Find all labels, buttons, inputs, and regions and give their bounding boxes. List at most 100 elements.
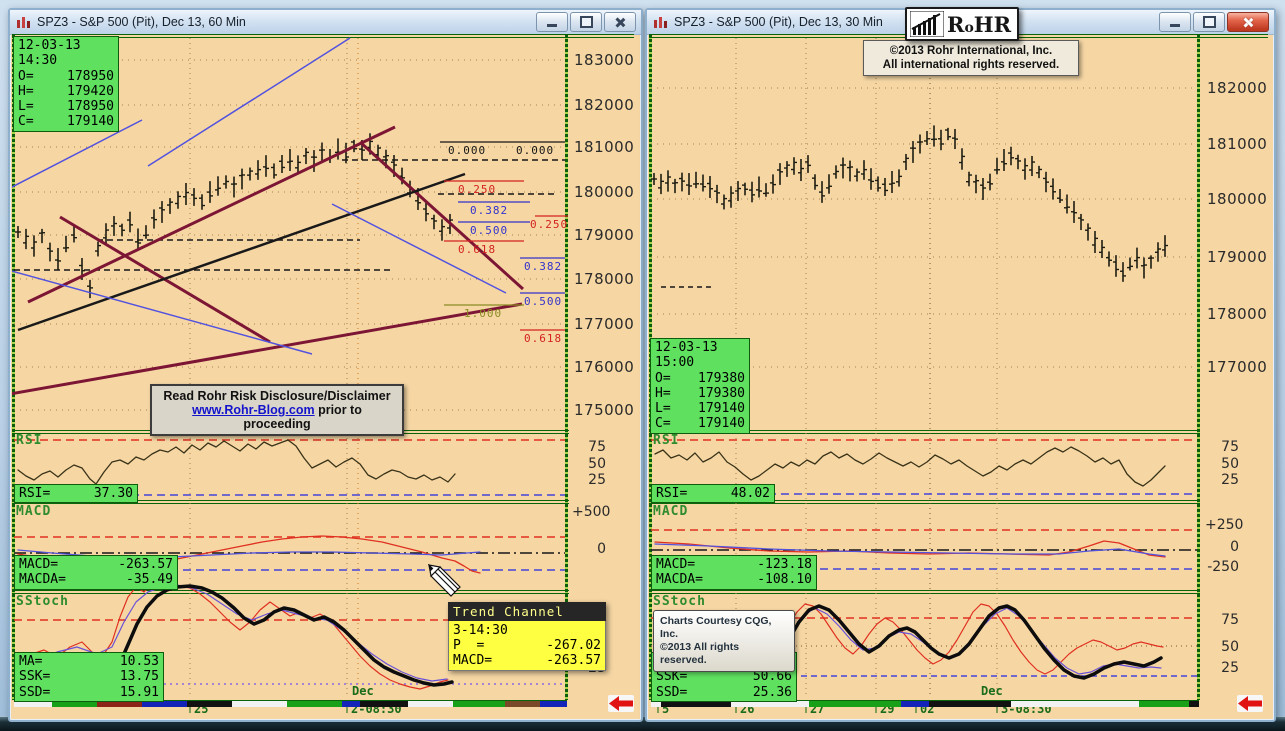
close-icon (614, 16, 626, 28)
session-segment (1189, 701, 1199, 707)
plot-right-ruler (1197, 34, 1200, 700)
restore-button[interactable] (1193, 12, 1225, 32)
plot-right-ruler (565, 34, 568, 700)
price-axis-label: 176000 (574, 358, 634, 376)
tooltip-title: Trend Channel (448, 602, 606, 621)
ohlc-high: H= 179380 (655, 385, 745, 401)
window-title: SPZ3 - S&P 500 (Pit), Dec 13, 60 Min (37, 15, 246, 29)
price-axis-label: 181000 (1207, 135, 1268, 153)
month-label: Dec (981, 684, 1003, 698)
session-segment (142, 701, 187, 707)
sstoch-panel-label: SStoch (653, 594, 706, 609)
panel-separator (649, 590, 1200, 594)
fib-level-label: 0.382 (524, 260, 563, 273)
fib-level-label: 1.000 (464, 307, 503, 320)
sstoch-panel-label: SStoch (16, 594, 69, 609)
cqg-line2: ©2013 All rights reserved. (660, 641, 740, 666)
restore-icon (579, 16, 593, 28)
macd-value-box: MACD= -263.57 MACDA= -35.49 (14, 555, 178, 590)
ohlc-close: C= 179140 (655, 416, 745, 432)
session-segment (505, 701, 540, 707)
price-axis-label: 183000 (574, 51, 634, 69)
restore-icon (1202, 16, 1216, 28)
window-title: SPZ3 - S&P 500 (Pit), Dec 13, 30 Min (674, 15, 883, 29)
indicator-scale-label: +500 (572, 504, 611, 520)
session-segment (342, 701, 360, 707)
scroll-latest-button[interactable] (608, 695, 634, 712)
ohlc-date: 12-03-13 (18, 38, 81, 53)
macd-value-box: MACD= -123.18 MACDA= -108.10 (651, 555, 817, 590)
session-segment (901, 701, 929, 707)
price-axis-label: 178000 (1207, 305, 1268, 323)
session-segment (232, 701, 287, 707)
ohlc-readout: 12-03-13 15:00 O= 179380 H= 179380 L= 17914… (650, 338, 750, 434)
rsi-panel-label: RSI (16, 433, 43, 448)
rohr-copyright-box: ©2013 Rohr International, Inc. All inter… (863, 40, 1079, 76)
indicator-scale-label: 50 (1221, 456, 1239, 472)
fib-level-label: 0.618 (524, 332, 563, 345)
chart-canvas-30min[interactable]: 182000 181000 180000 179000 178000 177000 75 50… (649, 34, 1268, 716)
session-segment (97, 701, 142, 707)
red-left-arrow-icon (1238, 696, 1262, 711)
copyright-line1: ©2013 Rohr International, Inc. (889, 45, 1053, 57)
left-tick-ruler (12, 34, 15, 700)
session-segment (287, 701, 342, 707)
indicator-scale-label: 0 (1230, 539, 1239, 555)
chart-canvas-60min[interactable]: 183000 182000 181000 180000 179000 178000 1770… (12, 34, 634, 716)
session-segment (661, 701, 731, 707)
macd-panel-label: MACD (16, 504, 52, 519)
price-axis-label: 182000 (574, 96, 634, 114)
rsi-panel-label: RSI (653, 433, 680, 448)
price-axis-label: 177000 (574, 315, 634, 333)
rohr-logo-bars-icon (910, 11, 944, 37)
restore-button[interactable] (570, 12, 602, 32)
rohr-blog-link[interactable]: www.Rohr-Blog.com (192, 403, 315, 417)
session-segment (453, 701, 505, 707)
ohlc-time: 15:00 (655, 355, 695, 371)
rohr-logo-text: RoHR (947, 11, 1012, 37)
copyright-line2: All international rights reserved. (882, 59, 1060, 71)
session-segment (360, 701, 408, 707)
cqg-credit-box: Charts Courtesy CQG, Inc. ©2013 All righ… (653, 610, 795, 672)
titlebar-60min[interactable]: SPZ3 - S&P 500 (Pit), Dec 13, 60 Min (10, 10, 641, 35)
session-segment (1011, 701, 1139, 707)
indicator-scale-label: 75 (1221, 612, 1239, 628)
panel-separator (649, 430, 1200, 434)
close-icon (1242, 16, 1254, 28)
fib-level-label: 0.618 (458, 243, 497, 256)
close-button[interactable] (1227, 12, 1269, 32)
price-axis-label: 178000 (574, 270, 634, 288)
panel-separator (12, 590, 569, 594)
minimize-button[interactable] (1159, 12, 1191, 32)
fib-level-label: 0.382 (470, 204, 509, 217)
session-segment (731, 701, 809, 707)
price-axis-label: 175000 (574, 401, 634, 419)
session-segment (187, 701, 232, 707)
minimize-button[interactable] (536, 12, 568, 32)
scroll-latest-button[interactable] (1237, 695, 1263, 712)
indicator-scale-label: 50 (588, 456, 606, 472)
minimize-icon (1170, 24, 1180, 27)
sstoch-value-box: MA= 10.53 SSK= 13.75 SSD= 15.91 (14, 652, 164, 702)
ohlc-open: O= 178950 (18, 68, 114, 84)
ohlc-date: 12-03-13 (655, 340, 718, 355)
tooltip-macd-row: MACD= -263.57 (453, 653, 601, 668)
window-sp500-60min: SPZ3 - S&P 500 (Pit), Dec 13, 60 Min 183… (8, 8, 643, 722)
panel-separator (649, 500, 1200, 504)
session-segment (52, 701, 97, 707)
fib-level-label: 0.250 (458, 183, 497, 196)
tooltip-time: 3-14:30 (453, 623, 508, 638)
indicator-scale-label: 25 (1221, 660, 1239, 676)
ohlc-readout: 12-03-13 14:30 O= 178950 H= 179420 L= 17895… (13, 36, 119, 132)
close-button[interactable] (604, 12, 636, 32)
indicator-scale-label: +250 (1205, 517, 1244, 533)
panel-separator (12, 500, 569, 504)
session-segment (540, 701, 567, 707)
cqg-line1: Charts Courtesy CQG, Inc. (660, 615, 772, 640)
price-axis-label: 182000 (1207, 79, 1268, 97)
indicator-scale-label: -250 (1207, 559, 1239, 575)
minimize-icon (547, 24, 557, 27)
indicator-scale-label: 75 (588, 439, 606, 455)
ohlc-low: L= 178950 (18, 99, 114, 115)
rohr-logo: RoHR (905, 7, 1020, 41)
